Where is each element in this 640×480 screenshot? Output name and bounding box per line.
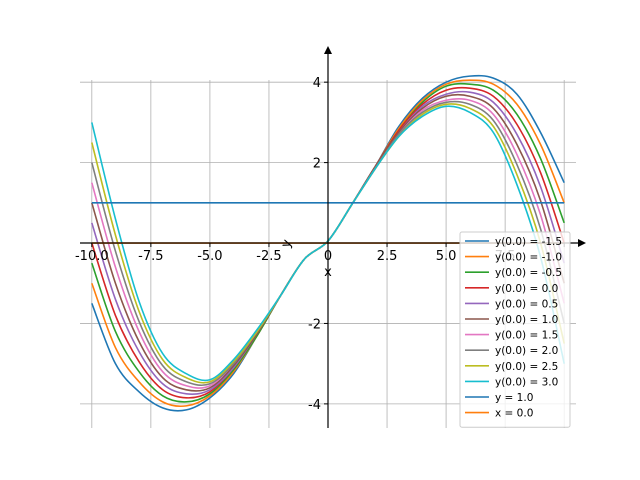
- legend-label: y(0.0) = 1.5: [495, 330, 558, 342]
- legend-label: y(0.0) = 2.0: [495, 345, 558, 357]
- legend-label: y(0.0) = 1.0: [495, 314, 558, 326]
- legend-box: [459, 231, 571, 428]
- x-tick-label: 2.5: [377, 249, 398, 264]
- x-tick-label: 0: [324, 249, 332, 264]
- y-tick-label: -2: [308, 317, 321, 332]
- legend-label: y(0.0) = 2.5: [495, 361, 558, 373]
- legend-label: y(0.0) = -1.0: [495, 252, 562, 264]
- y-tick-label: 4: [313, 76, 321, 91]
- legend: y(0.0) = -1.5 y(0.0) = -1.0 y(0.0) = -0.5 y…: [459, 231, 571, 428]
- x-tick-label: -2.5: [256, 249, 281, 264]
- legend-label: y(0.0) = -1.5: [495, 236, 562, 248]
- legend-label: y(0.0) = 0.0: [495, 283, 558, 295]
- x-tick-label: -5.0: [197, 249, 222, 264]
- legend-label: y(0.0) = 0.5: [495, 298, 558, 310]
- tick-labels: -10.0-7.5-5.0-2.502.55.07.5-4-224: [75, 76, 515, 413]
- legend-label: y = 1.0: [495, 392, 533, 404]
- x-tick-label: -7.5: [138, 249, 163, 264]
- x-axis-arrow: [578, 239, 586, 248]
- legend-label: y(0.0) = -0.5: [495, 267, 562, 279]
- x-axis-label: x: [324, 265, 332, 280]
- legend-label: y(0.0) = 3.0: [495, 376, 558, 388]
- y-tick-label: -4: [308, 398, 321, 413]
- y-tick-label: 2: [313, 157, 321, 172]
- y-axis-arrow: [324, 46, 332, 54]
- legend-label: x = 0.0: [495, 408, 533, 420]
- x-tick-label: 5.0: [436, 249, 457, 264]
- x-tick-label: -10.0: [75, 249, 109, 264]
